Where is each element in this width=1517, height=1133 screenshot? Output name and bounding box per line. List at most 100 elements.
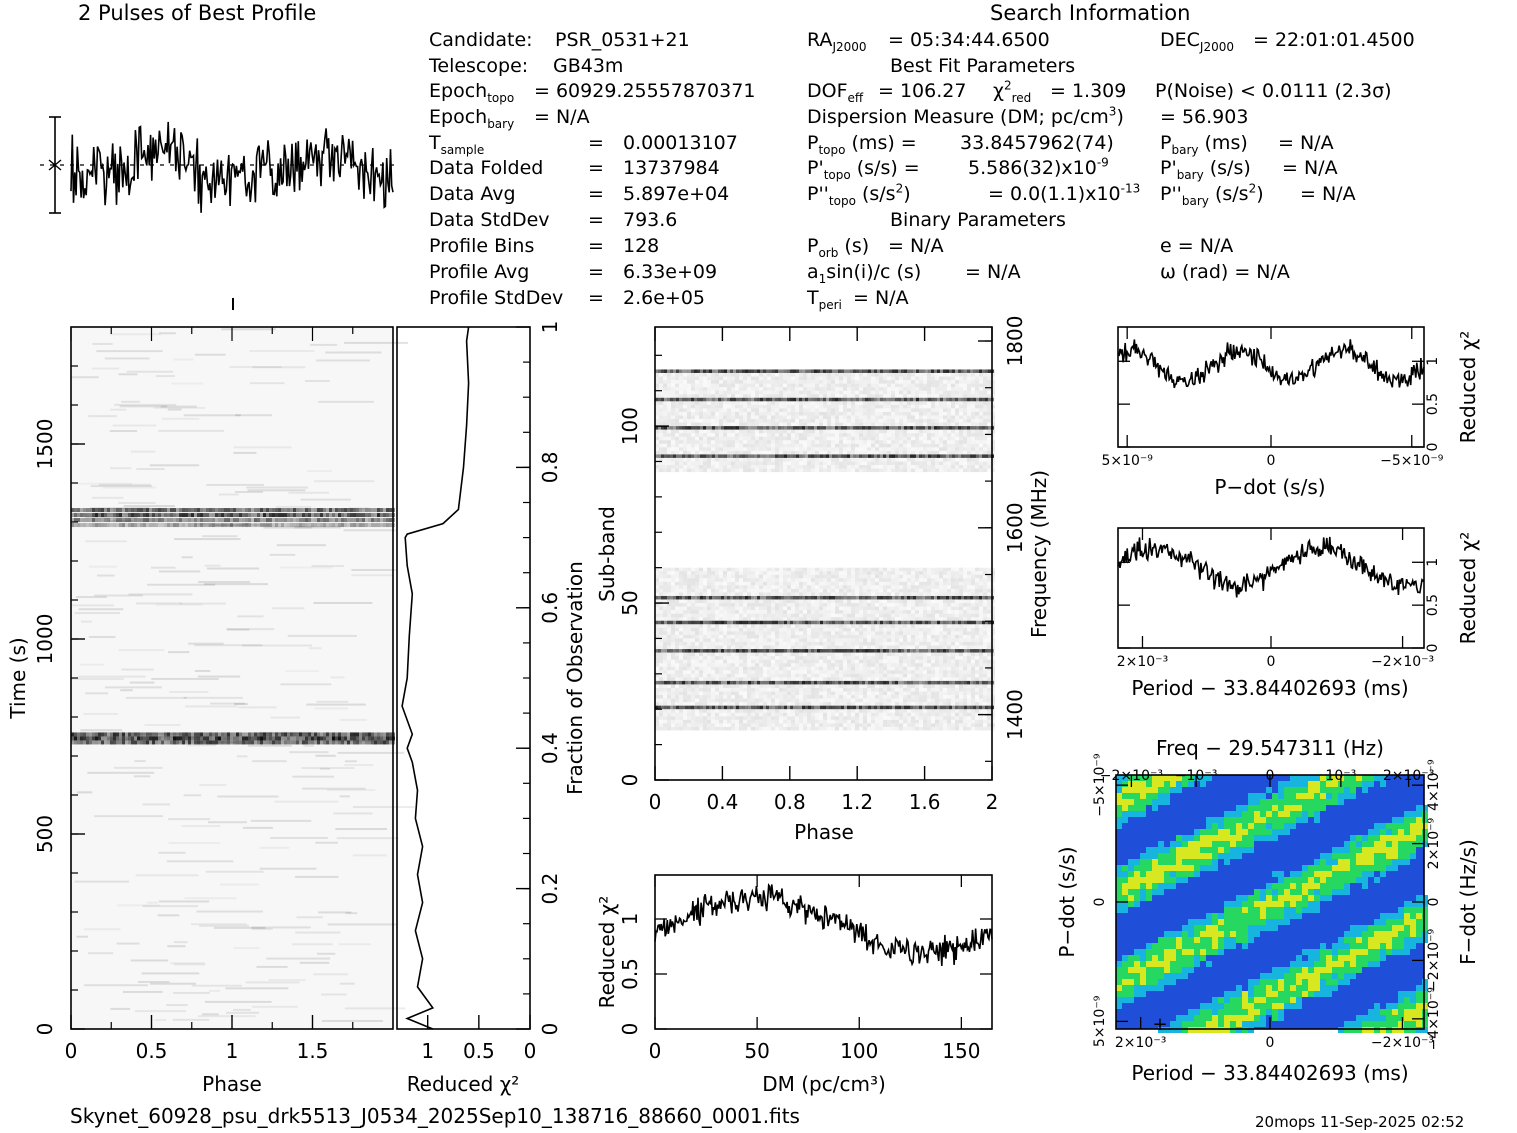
subband-cell: [903, 709, 907, 713]
subband-cell: [947, 634, 951, 639]
subband-cell: [851, 645, 855, 650]
noise-streak: [110, 467, 132, 470]
subband-cell: [843, 617, 847, 621]
subband-cell: [895, 709, 899, 713]
subband-cell: [807, 571, 811, 575]
subband-cell: [727, 575, 731, 579]
subband-cell: [795, 599, 799, 604]
subband-cell: [755, 610, 759, 614]
subband-cell: [851, 603, 855, 607]
subband-cell: [971, 578, 975, 582]
subband-cell: [871, 727, 875, 731]
subband-cell: [951, 687, 955, 692]
subband-cell: [879, 673, 883, 678]
subband-cell: [723, 673, 727, 678]
noise-streak: [171, 382, 204, 385]
subband-cell: [847, 709, 851, 713]
noise-streak: [247, 489, 306, 492]
subband-cell: [879, 691, 883, 696]
subband-cell: [895, 688, 899, 692]
bright-row-cell: [242, 513, 245, 518]
bright-row-cell: [218, 508, 221, 513]
subband-cell: [723, 606, 727, 611]
subband-cell: [979, 603, 983, 607]
subband-cell: [955, 624, 959, 628]
subband-cell: [927, 585, 931, 589]
bright-row-cell: [251, 523, 254, 528]
subband-cell: [663, 610, 667, 614]
subband-cell: [723, 691, 727, 696]
subband-cell: [907, 691, 911, 696]
subband-cell: [803, 720, 807, 724]
subband-cell: [963, 670, 967, 674]
subband-cell: [975, 687, 979, 692]
bright-row-cell: [383, 513, 386, 518]
bright-row-cell: [368, 736, 371, 741]
subband-cell: [815, 641, 819, 646]
subband-cell: [827, 684, 831, 688]
subband-cell: [991, 606, 995, 611]
subband-cell: [807, 698, 811, 703]
subband-cell: [743, 680, 747, 685]
subband-cell: [959, 677, 963, 681]
bright-row-cell: [320, 736, 323, 741]
subband-cell: [799, 691, 803, 696]
subband-cell: [967, 709, 971, 713]
bright-row-cell: [299, 523, 302, 528]
subband-cell: [727, 645, 731, 650]
pddtopo-value: = 0.0(1.1)x10-13: [988, 183, 1140, 204]
subband-cell: [667, 634, 671, 639]
subband-cell: [759, 585, 763, 589]
subband-cell: [723, 695, 727, 699]
subband-cell: [691, 684, 695, 688]
bright-row-cell: [326, 518, 329, 523]
noise-streak: [351, 568, 396, 571]
subband-cell: [851, 638, 855, 642]
subband-cell: [787, 627, 791, 632]
subband-cell: [975, 610, 979, 614]
subband-cell: [931, 613, 935, 618]
subband-cell: [811, 667, 815, 671]
subband-cell: [731, 603, 735, 607]
subband-cell: [927, 684, 931, 688]
subband-cell: [675, 726, 679, 731]
subband-cell: [687, 603, 691, 607]
subband-cell: [891, 581, 895, 586]
subband-cell: [943, 641, 947, 646]
subband-cell: [791, 677, 795, 681]
bright-row-cell: [206, 740, 209, 745]
subband-cell: [751, 684, 755, 688]
subband-cell: [971, 613, 975, 618]
subband-cell: [839, 702, 843, 706]
subband-cell: [719, 614, 723, 618]
subband-cell: [659, 603, 663, 607]
bright-row-cell: [182, 518, 185, 523]
subband-cell: [787, 613, 791, 618]
subband-cell: [963, 575, 967, 579]
subband-cell: [679, 581, 683, 586]
subband-cell: [955, 588, 959, 593]
noise-streak: [256, 965, 288, 968]
subband-cell: [803, 613, 807, 618]
bright-row-cell: [359, 740, 362, 745]
subband-cell: [915, 571, 919, 575]
subband-cell: [983, 659, 987, 664]
subband-cell: [871, 581, 875, 586]
subband-cell: [675, 592, 679, 596]
subband-cell: [983, 638, 987, 642]
subband-cell: [711, 599, 715, 604]
subband-cell: [983, 709, 987, 713]
bright-row-cell: [110, 523, 113, 528]
subband-cell: [839, 578, 843, 582]
subband-cell: [883, 716, 887, 720]
subband-cell: [759, 673, 763, 678]
subband-cell: [963, 698, 967, 703]
subband-cell: [783, 653, 787, 657]
bright-row-cell: [239, 508, 242, 513]
bright-row-cell: [266, 518, 269, 523]
bright-row-cell: [143, 523, 146, 528]
subband-cell: [859, 588, 863, 593]
subband-cell: [771, 702, 775, 706]
subband-cell: [931, 575, 935, 579]
subband-cell: [899, 585, 903, 589]
